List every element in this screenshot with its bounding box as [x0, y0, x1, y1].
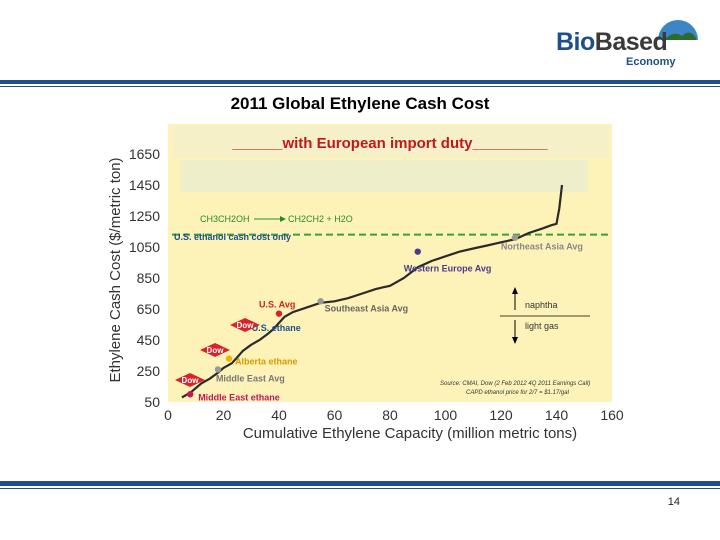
reaction-left: CH3CH2OH: [200, 214, 250, 224]
dow-badge: Dow: [230, 318, 260, 332]
globe-icon: [658, 20, 698, 40]
x-tick-label: 40: [271, 407, 287, 423]
dow-badge-label: Dow: [237, 321, 255, 330]
region-label: Western Europe Avg: [404, 264, 492, 274]
x-tick-label: 20: [216, 407, 232, 423]
region-label: Northeast Asia Avg: [501, 242, 583, 252]
x-tick-label: 140: [545, 407, 569, 423]
logo-text-based: Based: [594, 28, 668, 56]
bottom-rule-thin: [0, 488, 720, 489]
region-labels: Middle East ethane Middle East Avg Alberta…: [198, 242, 583, 403]
x-tick-label: 60: [327, 407, 343, 423]
y-tick-labels: 1650 1450 1250 1050 850 650 450 250 50: [129, 146, 160, 410]
dow-badge: Dow: [175, 373, 205, 387]
region-label: Southeast Asia Avg: [325, 303, 409, 313]
page-number: 14: [667, 496, 680, 508]
ethylene-cost-chart: ______with European import duty_________…: [107, 124, 624, 442]
dow-badge-label: Dow: [182, 376, 200, 385]
x-tick-label: 80: [382, 407, 398, 423]
chart-subtitle: ______with European import duty_________: [231, 135, 548, 152]
region-point: [214, 366, 222, 373]
source-note-2: CAPD ethanol price for 2/7 = $1.17/gal: [466, 390, 570, 396]
region-point: [317, 298, 324, 305]
region-point: [275, 310, 283, 317]
region-point: [414, 248, 421, 255]
reaction-right: CH2CH2 + H2O: [288, 214, 353, 224]
region-point: [187, 391, 194, 398]
x-tick-label: 0: [164, 407, 172, 423]
region-label: Middle East Avg: [216, 373, 285, 383]
logo-subtitle: Economy: [626, 56, 676, 68]
y-tick-label: 250: [137, 363, 161, 379]
blank-band: [180, 160, 588, 192]
source-note-1: Source: CMAI, Dow (2 Feb 2012 4Q 2011 Ea…: [440, 381, 590, 387]
light-gas-label: light gas: [525, 321, 559, 331]
region-label: Middle East ethane: [198, 392, 280, 402]
slide-title: 2011 Global Ethylene Cash Cost: [230, 94, 490, 113]
y-tick-label: 50: [144, 394, 160, 410]
region-point: [225, 355, 233, 362]
region-label: U.S. ethane: [252, 323, 301, 333]
subtitle-band: [173, 126, 609, 158]
light-gas-arrowhead: [512, 337, 518, 344]
region-label: Alberta ethane: [235, 357, 298, 367]
y-tick-label: 1450: [129, 177, 160, 193]
y-tick-label: 850: [137, 270, 161, 286]
dow-badge: Dow: [200, 343, 230, 357]
x-tick-label: 120: [489, 407, 513, 423]
naphtha-label: naphtha: [525, 300, 558, 310]
region-label: U.S. Avg: [259, 300, 295, 310]
x-tick-labels: 0 20 40 60 80 100 120 140 160: [164, 407, 624, 423]
y-axis-label: Ethylene Cash Cost ($/metric ton): [107, 157, 124, 382]
bio-based-economy-logo: BioBased Economy: [556, 14, 706, 70]
x-tick-label: 100: [434, 407, 458, 423]
logo-text-bio: Bio: [556, 28, 595, 56]
top-rule: [0, 80, 720, 84]
top-rule-thin: [0, 86, 720, 87]
bottom-rule: [0, 481, 720, 486]
y-tick-label: 1250: [129, 208, 160, 224]
ethanol-label: U.S. ethanol cash cost only: [174, 232, 291, 242]
y-tick-label: 450: [137, 332, 161, 348]
x-tick-label: 160: [600, 407, 624, 423]
reaction-arrowhead: [280, 216, 286, 222]
y-tick-label: 1650: [129, 146, 160, 162]
naphtha-arrowhead: [512, 287, 518, 294]
region-point: [511, 234, 519, 241]
y-tick-label: 650: [137, 301, 161, 317]
x-axis-label: Cumulative Ethylene Capacity (million me…: [243, 425, 577, 442]
cost-curve: [181, 184, 564, 399]
dow-badge-label: Dow: [207, 346, 225, 355]
y-tick-label: 1050: [129, 239, 160, 255]
